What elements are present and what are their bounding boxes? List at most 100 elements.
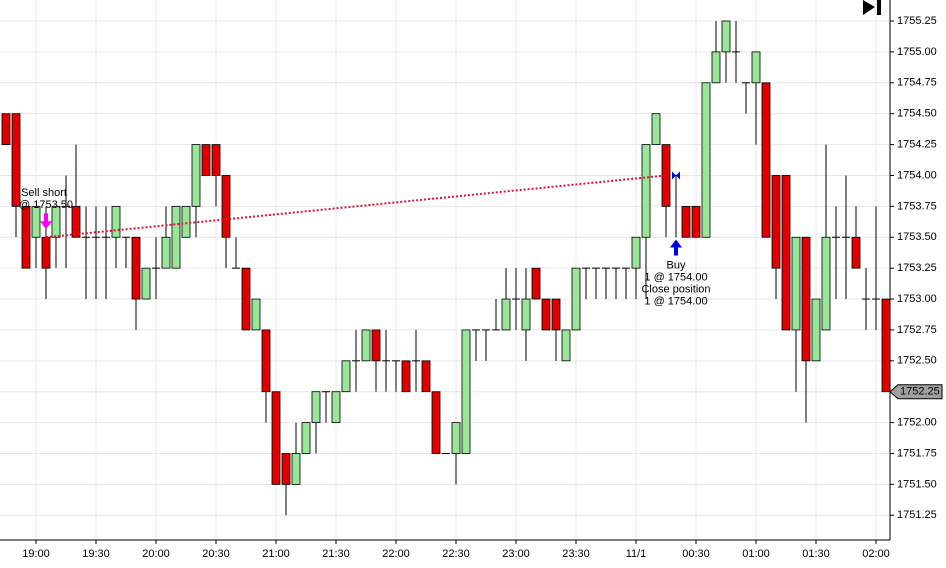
trade-label: 1 @ 1754.00 (644, 295, 707, 307)
candle-body (801, 236, 811, 362)
icon-bar (877, 0, 881, 15)
x-tick-label: 02:00 (862, 548, 890, 560)
y-tick-label: 1752.75 (897, 324, 937, 336)
candle-body (341, 360, 351, 393)
icon-triangle (863, 0, 875, 15)
trade-label: Close position (641, 283, 710, 295)
x-tick-label: 01:30 (802, 548, 830, 560)
y-tick-label: 1754.50 (897, 108, 937, 120)
candle-body (721, 20, 731, 53)
x-tick-label: 20:00 (142, 548, 170, 560)
exit-arrow (670, 239, 682, 256)
candle-body (501, 298, 511, 331)
candle-body (681, 205, 691, 238)
candle-body (281, 453, 291, 485)
x-tick-label: 20:30 (202, 548, 230, 560)
candle-body (21, 205, 31, 269)
y-tick-label: 1755.25 (897, 15, 937, 27)
x-tick-label: 19:00 (22, 548, 50, 560)
y-tick-label: 1755.00 (897, 46, 937, 58)
x-tick-label: 19:30 (82, 548, 110, 560)
candle-body (691, 205, 701, 238)
candle-body (541, 298, 551, 331)
x-tick-label: 23:30 (562, 548, 590, 560)
y-tick-label: 1751.25 (897, 509, 937, 521)
candle-body (821, 236, 831, 331)
x-tick-label: 00:30 (682, 548, 710, 560)
candle-body (791, 236, 801, 331)
candle-body (291, 453, 301, 485)
candle-body (631, 236, 641, 269)
candle-body (181, 205, 191, 238)
candle-body (251, 298, 261, 331)
candle-body (701, 82, 711, 238)
candle-body (191, 144, 201, 207)
x-tick-label: 22:30 (442, 548, 470, 560)
y-tick-label: 1754.75 (897, 77, 937, 89)
candle-body (881, 298, 891, 393)
x-tick-label: 11/1 (626, 548, 647, 560)
last-price-label: 1752.25 (900, 386, 940, 398)
y-tick-label: 1754.25 (897, 138, 937, 150)
y-tick-label: 1752.00 (897, 417, 937, 429)
candle-body (141, 267, 151, 300)
candle-body (811, 298, 821, 362)
candle-body (161, 236, 171, 269)
candle-body (771, 175, 781, 269)
candle-body (751, 51, 761, 84)
trade-label: Buy (667, 259, 686, 271)
plot (1, 20, 891, 516)
candle-body (651, 113, 661, 145)
x-tick-label: 23:00 (502, 548, 530, 560)
entry-arrow (40, 213, 52, 230)
x-tick-label: 01:00 (742, 548, 770, 560)
candle-body (571, 267, 581, 331)
candle-body (551, 298, 561, 331)
candle-body (361, 329, 371, 362)
candle-body (401, 360, 411, 393)
candle-body (781, 175, 791, 331)
y-tick-label: 1751.75 (897, 447, 937, 459)
candle-body (171, 205, 181, 269)
y-tick-label: 1751.50 (897, 478, 937, 490)
candle-body (371, 329, 381, 362)
candle-body (71, 205, 81, 238)
exit-marker (672, 171, 680, 180)
y-tick-label: 1753.75 (897, 200, 937, 212)
candle-body (431, 391, 441, 454)
candle-body (301, 422, 311, 454)
candle-body (261, 329, 271, 393)
y-tick-label: 1753.50 (897, 231, 937, 243)
candle-body (641, 144, 651, 238)
trade-label: @ 1753.50 (19, 199, 73, 211)
candle-body (41, 236, 51, 269)
candle-body (561, 329, 571, 362)
candle-body (131, 236, 141, 300)
go-to-end-icon[interactable] (863, 0, 881, 15)
candle-body (531, 267, 541, 300)
candle-body (221, 175, 231, 238)
candle-body (31, 205, 41, 238)
trade-label: 1 @ 1754.00 (644, 271, 707, 283)
trade-label: Sell short (21, 187, 67, 199)
candle-body (111, 205, 121, 238)
x-tick-label: 22:00 (382, 548, 410, 560)
last-price-tag (889, 384, 943, 400)
candle-body (11, 113, 21, 207)
candle-body (421, 360, 431, 393)
candle-body (201, 144, 211, 176)
x-tick-label: 21:00 (262, 548, 290, 560)
candle-body (521, 298, 531, 331)
candle-body (271, 391, 281, 485)
candle-body (661, 144, 671, 207)
y-tick-label: 1753.00 (897, 293, 937, 305)
candle-body (711, 51, 721, 84)
candle-body (761, 82, 771, 238)
candle-body (451, 422, 461, 454)
candle-body (461, 329, 471, 454)
candle-body (211, 144, 221, 176)
y-tick-label: 1753.25 (897, 262, 937, 274)
candle-body (241, 267, 251, 331)
y-tick-label: 1752.50 (897, 355, 937, 367)
